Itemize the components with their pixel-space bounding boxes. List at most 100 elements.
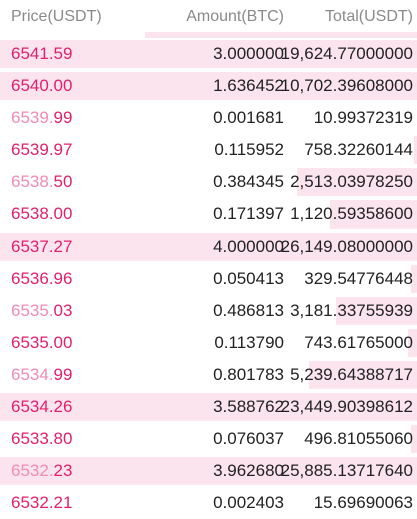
order-price[interactable]: 6536.96	[11, 269, 72, 289]
order-amount: 0.001681	[213, 108, 284, 128]
order-total: 758.32260144	[304, 140, 413, 160]
order-price-main: 6537.27	[11, 236, 73, 256]
order-amount: 3.962680	[213, 461, 284, 481]
depth-bar	[411, 264, 417, 293]
order-price[interactable]: 6532.21	[11, 493, 72, 513]
order-total: 10,702.39608000	[280, 76, 413, 96]
order-amount: 0.115952	[214, 140, 284, 160]
depth-bar	[411, 425, 417, 454]
order-price[interactable]: 6537.27	[11, 237, 72, 257]
order-price[interactable]: 6539.97	[11, 140, 72, 160]
order-price[interactable]: 6540.00	[11, 76, 72, 96]
order-price-tail: 99	[53, 364, 73, 384]
order-total: 10.99372319	[313, 108, 413, 128]
order-row[interactable]: 6534.99 0.801783 5,239.64388717	[0, 359, 417, 391]
order-amount: 0.050413	[213, 268, 284, 288]
order-price-main: 6539.97	[11, 140, 73, 160]
depth-bar	[145, 32, 417, 38]
order-price-main: 6536.96	[11, 268, 73, 288]
order-price-tail: 50	[53, 172, 73, 192]
order-row[interactable]: 6535.03 0.486813 3,181.33755939	[0, 295, 417, 327]
order-total: 25,885.13717640	[280, 461, 413, 481]
order-row[interactable]: 6532.23 3.962680 25,885.13717640	[0, 455, 417, 487]
depth-bar	[0, 457, 417, 486]
order-price-tail: 23	[53, 461, 73, 481]
order-price[interactable]: 6541.59	[11, 44, 72, 64]
order-price-main: 6534.	[11, 364, 54, 384]
price-column-header: Price(USDT)	[11, 8, 102, 25]
order-row[interactable]: 6533.80 0.076037 496.81055060	[0, 423, 417, 455]
amount-column-header: Amount(BTC)	[186, 8, 284, 25]
order-row[interactable]: 6538.50 0.384345 2,513.03978250	[0, 166, 417, 198]
order-amount: 0.076037	[213, 429, 284, 449]
depth-bar	[0, 40, 417, 69]
partial-row-clipped	[0, 32, 417, 38]
total-column-header: Total(USDT)	[324, 8, 413, 25]
order-row[interactable]: 6540.00 1.636452 10,702.39608000	[0, 70, 417, 102]
order-amount: 0.113790	[214, 332, 284, 352]
depth-bar	[330, 200, 417, 229]
depth-bar	[0, 72, 417, 101]
depth-bar	[408, 328, 417, 357]
depth-bar	[414, 136, 417, 165]
order-price[interactable]: 6535.03	[11, 301, 72, 321]
order-amount: 4.000000	[213, 236, 284, 256]
orderbook-header: Price(USDT) Amount(BTC) Total(USDT)	[0, 0, 417, 32]
order-price[interactable]: 6539.99	[11, 108, 72, 128]
order-row[interactable]: 6539.97 0.115952 758.32260144	[0, 134, 417, 166]
order-price[interactable]: 6534.26	[11, 397, 72, 417]
order-price-main: 6532.	[11, 461, 54, 481]
order-amount: 3.588762	[213, 397, 284, 417]
order-total: 5,239.64388717	[290, 364, 413, 384]
order-price-main: 6538.	[11, 172, 54, 192]
order-price[interactable]: 6533.80	[11, 429, 72, 449]
depth-bar	[297, 168, 417, 197]
order-total: 23,449.90398612	[280, 397, 413, 417]
depth-bar	[0, 232, 417, 261]
order-row[interactable]: 6539.99 0.001681 10.99372319	[0, 102, 417, 134]
order-price-main: 6535.	[11, 300, 54, 320]
order-amount: 1.636452	[213, 76, 284, 96]
order-price[interactable]: 6538.00	[11, 204, 72, 224]
order-total: 15.69690063	[313, 493, 413, 513]
order-price[interactable]: 6534.99	[11, 365, 72, 385]
order-total: 329.54776448	[304, 268, 413, 288]
order-amount: 0.002403	[213, 493, 284, 513]
order-price-main: 6533.80	[11, 429, 73, 449]
depth-bar	[336, 296, 417, 325]
order-price-main: 6532.21	[11, 493, 73, 513]
order-total: 2,513.03978250	[290, 172, 413, 192]
order-row[interactable]: 6536.96 0.050413 329.54776448	[0, 263, 417, 295]
order-total: 496.81055060	[304, 429, 413, 449]
order-price-tail: 03	[53, 300, 73, 320]
order-price-main: 6534.26	[11, 397, 73, 417]
order-row[interactable]: 6532.21 0.002403 15.69690063	[0, 487, 417, 519]
depth-bar	[309, 360, 417, 390]
order-total: 743.61765000	[304, 332, 413, 352]
order-row[interactable]: 6534.26 3.588762 23,449.90398612	[0, 391, 417, 423]
order-amount: 0.801783	[213, 364, 284, 384]
order-total: 1,120.59358600	[290, 204, 413, 224]
order-price[interactable]: 6535.00	[11, 333, 72, 353]
order-price-main: 6538.00	[11, 204, 73, 224]
order-price-main: 6539.	[11, 108, 54, 128]
order-row[interactable]: 6538.00 0.171397 1,120.59358600	[0, 198, 417, 230]
order-price-main: 6540.00	[11, 76, 73, 96]
order-amount: 0.171397	[213, 204, 284, 224]
order-total: 26,149.08000000	[280, 236, 413, 256]
order-row[interactable]: 6541.59 3.000000 19,624.77000000	[0, 38, 417, 70]
order-amount: 3.000000	[213, 44, 284, 63]
order-price-tail: 99	[53, 108, 73, 128]
order-price-main: 6535.00	[11, 332, 73, 352]
order-price[interactable]: 6532.23	[11, 461, 72, 481]
order-amount: 0.486813	[213, 300, 284, 320]
order-price[interactable]: 6538.50	[11, 172, 72, 192]
order-price-main: 6541.59	[11, 44, 73, 63]
ask-orders-list: 6541.59 3.000000 19,624.77000000 6540.00 1.6…	[0, 38, 417, 519]
depth-bar	[0, 393, 417, 422]
order-amount: 0.384345	[213, 172, 284, 192]
order-row[interactable]: 6535.00 0.113790 743.61765000	[0, 327, 417, 359]
order-total: 3,181.33755939	[290, 300, 413, 320]
order-row[interactable]: 6537.27 4.000000 26,149.08000000	[0, 231, 417, 263]
order-total: 19,624.77000000	[280, 44, 413, 63]
